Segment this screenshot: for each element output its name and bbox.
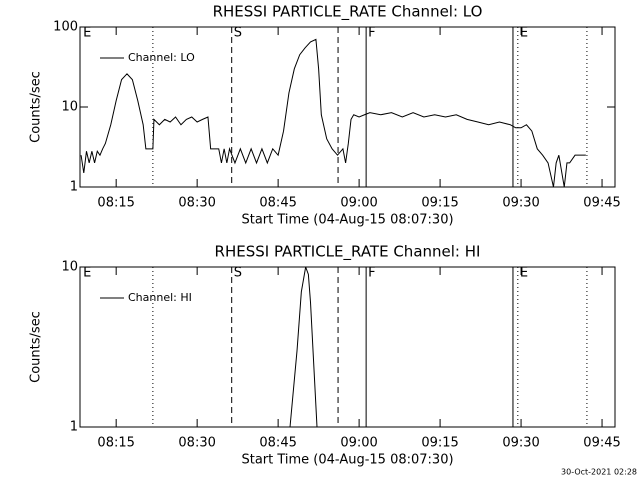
event-label: E (520, 266, 528, 281)
x-tick-label: 08:45 (259, 436, 296, 451)
chart-title: RHESSI PARTICLE_RATE Channel: LO (213, 3, 483, 22)
y-tick-label: 1 (70, 420, 78, 435)
x-tick-label: 09:00 (340, 436, 377, 451)
x-tick-label: 09:30 (502, 436, 539, 451)
x-tick-label: 08:45 (259, 196, 296, 211)
x-axis-label: Start Time (04-Aug-15 08:07:30) (241, 453, 453, 468)
x-tick-label: 08:15 (97, 196, 134, 211)
event-label: F (368, 266, 375, 281)
x-tick-label: 09:00 (340, 196, 377, 211)
y-axis-label: Counts/sec (29, 311, 44, 383)
x-tick-label: 09:45 (583, 196, 620, 211)
x-tick-label: 08:15 (97, 436, 134, 451)
y-tick-label: 1 (70, 180, 78, 195)
x-axis-label: Start Time (04-Aug-15 08:07:30) (241, 213, 453, 228)
data-line (289, 267, 318, 427)
event-label: F (368, 26, 375, 41)
y-axis-label: Counts/sec (29, 71, 44, 143)
data-line (80, 38, 586, 187)
event-label: S (234, 26, 242, 41)
x-tick-label: 09:15 (421, 196, 458, 211)
plot-frame (79, 266, 616, 428)
y-tick-label: 10 (61, 100, 78, 115)
chart-title: RHESSI PARTICLE_RATE Channel: HI (215, 243, 481, 262)
event-label: E (520, 26, 528, 41)
y-tick-label: 100 (53, 20, 78, 35)
x-tick-label: 09:15 (421, 436, 458, 451)
event-label: E (83, 26, 91, 41)
event-label: E (83, 266, 91, 281)
x-tick-label: 09:45 (583, 436, 620, 451)
x-tick-label: 09:30 (502, 196, 539, 211)
legend-label: Channel: LO (128, 51, 195, 64)
plot-frame (79, 26, 616, 188)
footer: 30-Oct-2021 02:28 (561, 468, 637, 477)
event-label: S (234, 266, 242, 281)
x-tick-label: 08:30 (178, 196, 215, 211)
legend-label: Channel: HI (128, 291, 192, 304)
x-tick-label: 08:30 (178, 436, 215, 451)
y-tick-label: 10 (61, 260, 78, 275)
